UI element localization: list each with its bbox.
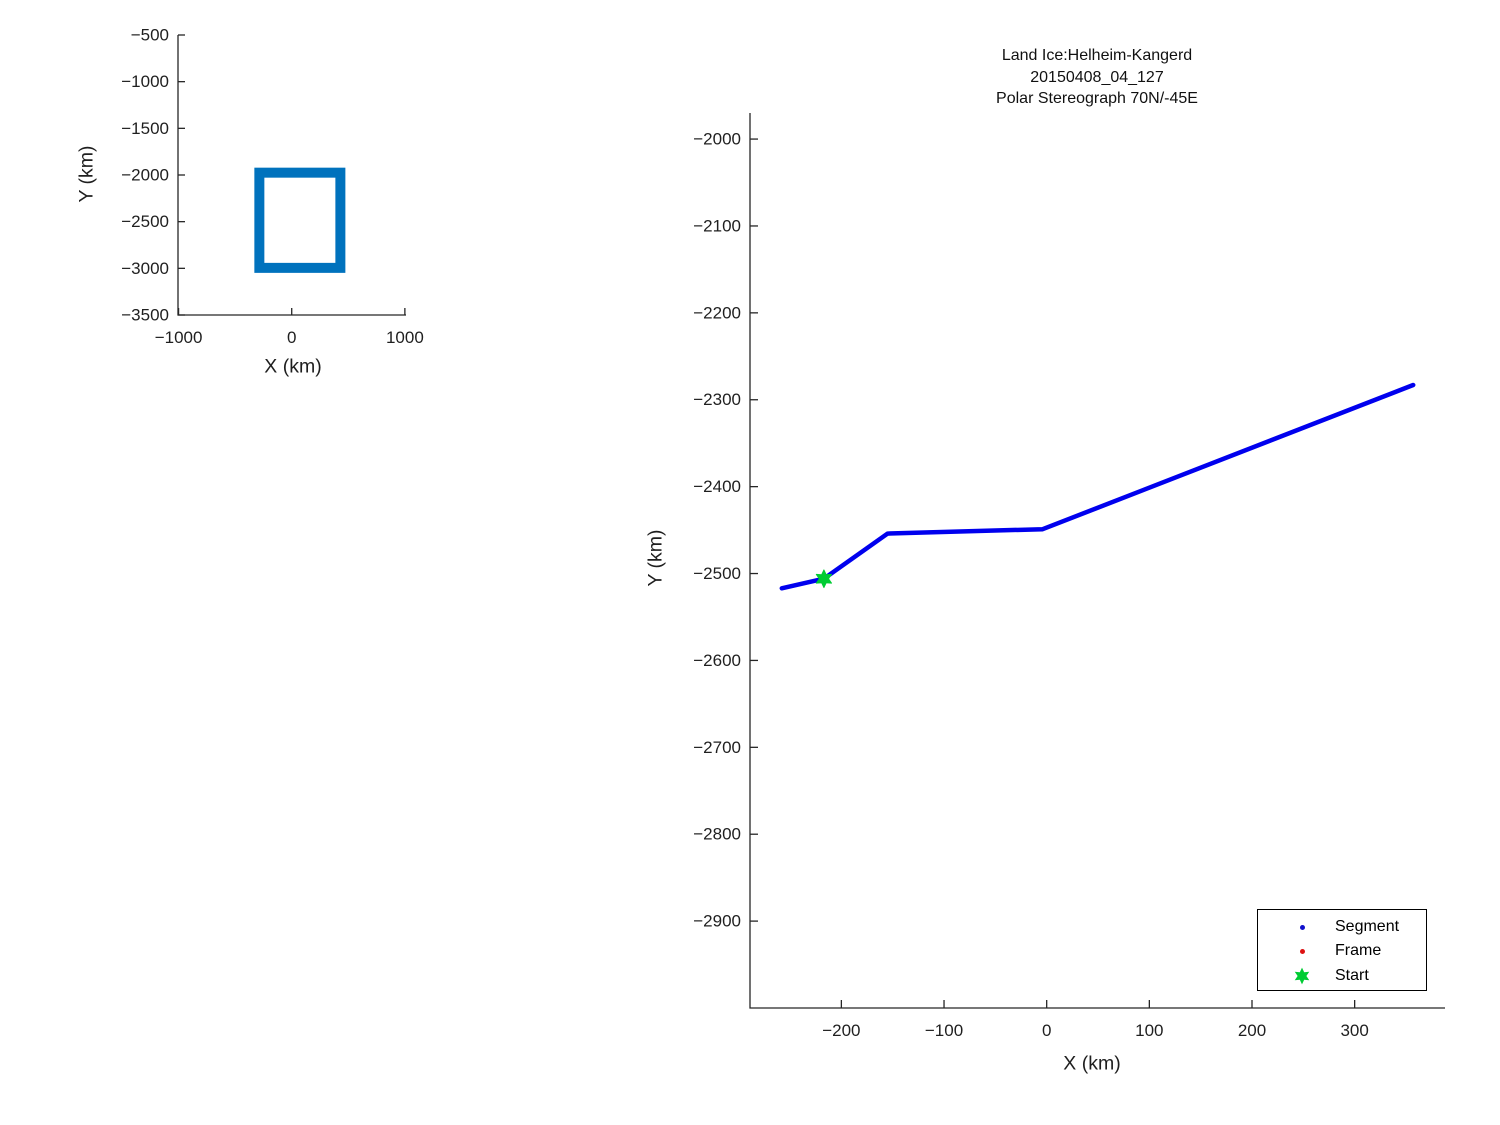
main-y-tick-label: −2800 — [693, 825, 741, 844]
main-plot-title: Land Ice:Helheim-Kangerd 20150408_04_127… — [996, 45, 1198, 110]
coverage-box — [254, 167, 346, 273]
title-line-2: 20150408_04_127 — [1030, 68, 1164, 86]
overview-y-tick-label: −2500 — [121, 212, 169, 231]
overview-x-axis-label: X (km) — [264, 355, 322, 378]
legend-row-start: Start — [1258, 964, 1426, 988]
overview-x-tick-label: 0 — [287, 328, 296, 347]
overview-x-tick-label: 1000 — [386, 328, 424, 347]
main-axis-spine — [749, 113, 1445, 1009]
start-hexagram-icon — [1293, 967, 1311, 985]
main-x-tick-label: 200 — [1238, 1021, 1266, 1040]
segment-dot-icon — [1293, 918, 1311, 936]
legend: Segment Frame Start — [1257, 909, 1427, 991]
main-y-tick-label: −2000 — [693, 130, 741, 149]
legend-row-frame: Frame — [1258, 939, 1426, 963]
main-y-tick-label: −2700 — [693, 738, 741, 757]
overview-y-tick-label: −1000 — [121, 72, 169, 91]
overview-y-axis-label: Y (km) — [75, 145, 98, 203]
main-x-tick-label: −100 — [925, 1021, 963, 1040]
main-x-tick-label: 0 — [1042, 1021, 1051, 1040]
overview-plot-group: −500 −1000 −1500 −2000 −2500 −3000 −3500 −1000 0… — [121, 26, 424, 348]
main-x-axis-label: X (km) — [1063, 1052, 1121, 1075]
main-x-tick-label: 100 — [1135, 1021, 1163, 1040]
overview-y-tick-label: −1500 — [121, 119, 169, 138]
legend-label-frame: Frame — [1335, 942, 1382, 960]
legend-label-start: Start — [1335, 966, 1369, 984]
segment-line — [779, 382, 1416, 591]
main-x-tick-label: 300 — [1340, 1021, 1368, 1040]
main-y-axis-label: Y (km) — [644, 529, 667, 587]
main-y-tick-label: −2100 — [693, 216, 741, 235]
main-y-tick-label: −2200 — [693, 303, 741, 322]
main-y-tick-label: −2300 — [693, 390, 741, 409]
overview-y-tick-label: −500 — [131, 26, 169, 45]
main-plot-group: −2000−2100−2200−2300−2400−2500−2600−2700… — [693, 113, 1445, 1040]
main-y-tick-label: −2600 — [693, 651, 741, 670]
title-line-3: Polar Stereograph 70N/-45E — [996, 90, 1198, 107]
overview-x-tick-label: −1000 — [155, 328, 203, 347]
legend-row-segment: Segment — [1258, 915, 1426, 939]
main-y-tick-label: −2400 — [693, 477, 741, 496]
overview-y-tick-label: −3500 — [121, 306, 169, 325]
title-line-1: Land Ice:Helheim-Kangerd — [1001, 47, 1193, 64]
main-x-tick-label: −200 — [822, 1021, 860, 1040]
main-y-tick-label: −2900 — [693, 912, 741, 931]
overview-y-tick-label: −3000 — [121, 259, 169, 278]
frame-dot-icon — [1293, 942, 1311, 960]
legend-label-segment: Segment — [1335, 918, 1400, 936]
start-marker — [815, 569, 833, 589]
overview-y-tick-label: −2000 — [121, 166, 169, 185]
main-y-tick-label: −2500 — [693, 564, 741, 583]
